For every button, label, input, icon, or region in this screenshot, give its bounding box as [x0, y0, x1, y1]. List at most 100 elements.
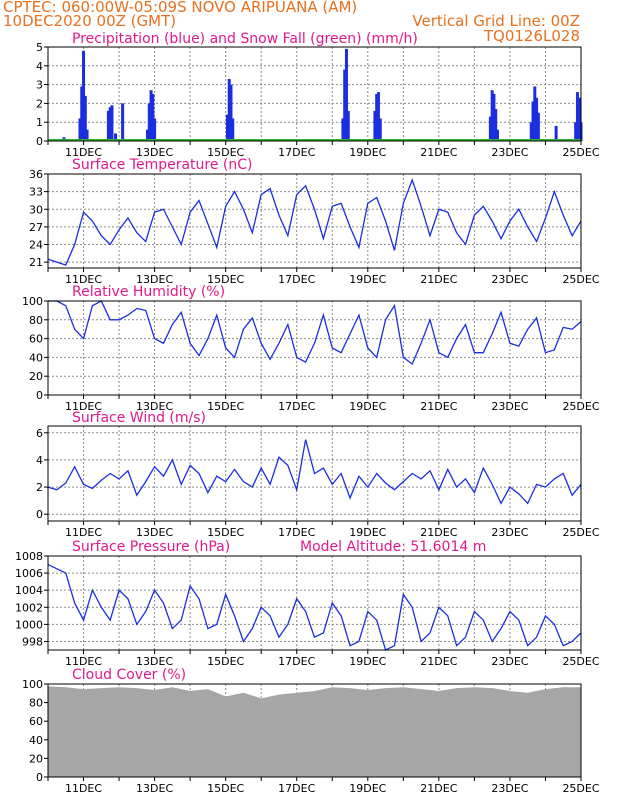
y-tick-label: 1004 — [15, 584, 43, 597]
x-tick-label: 23DEC — [491, 782, 528, 795]
precip-bar — [536, 112, 540, 141]
precip-bar — [229, 84, 233, 141]
y-tick-label: 1002 — [15, 601, 43, 614]
y-tick-label: 80 — [29, 314, 43, 327]
x-tick-label: 25DEC — [562, 273, 599, 286]
panel-title: Relative Humidity (%) — [72, 284, 225, 300]
y-tick-label: 0 — [36, 508, 43, 521]
y-tick-label: 0 — [36, 771, 43, 784]
precip-bar — [535, 97, 539, 141]
y-tick-label: 4 — [36, 60, 43, 73]
y-tick-label: 33 — [29, 186, 43, 199]
x-tick-label: 23DEC — [491, 655, 528, 668]
x-tick-label: 19DEC — [349, 273, 386, 286]
precip-bar — [82, 50, 86, 142]
precip-bar — [83, 95, 87, 141]
panel-3: Surface Wind (m/s) 0 2 4 6 11DEC 13DEC 15DEC 17D… — [36, 410, 600, 539]
precip-bar — [492, 94, 496, 141]
y-tick-label: 5 — [36, 41, 43, 54]
plot-frame — [47, 173, 582, 269]
x-tick-label: 23DEC — [491, 273, 528, 286]
x-tick-label: 15DEC — [207, 273, 244, 286]
y-tick-label: 1 — [36, 116, 43, 129]
panel-annotation: Model Altitude: 51.6014 m — [300, 539, 486, 555]
header-grid-note: Vertical Grid Line: 00Z — [412, 12, 580, 30]
plot-frame — [47, 683, 582, 778]
precip-bar — [80, 86, 84, 141]
x-tick-label: 21DEC — [420, 146, 457, 159]
precip-bar — [529, 122, 533, 141]
precip-bar — [376, 92, 380, 141]
precip-bar — [373, 110, 377, 141]
y-tick-label: 4 — [36, 454, 43, 467]
x-tick-label: 25DEC — [562, 400, 599, 413]
y-tick-label: 3 — [36, 79, 43, 92]
x-tick-label: 19DEC — [349, 782, 386, 795]
precip-bar — [375, 94, 379, 141]
precip-bar — [78, 118, 82, 141]
panel-title: Surface Wind (m/s) — [72, 410, 206, 426]
precip-bar — [574, 122, 578, 141]
panel-title: Surface Temperature (nC) — [72, 157, 253, 173]
y-tick-label: 6 — [36, 427, 43, 440]
x-tick-label: 25DEC — [562, 782, 599, 795]
x-tick-label: 15DEC — [207, 526, 244, 539]
cloud-cover-area — [47, 686, 582, 778]
x-tick-label: 11DEC — [65, 273, 102, 286]
y-tick-label: 0 — [36, 135, 43, 148]
precip-bar — [531, 101, 535, 141]
y-tick-label: 0 — [36, 389, 43, 402]
x-tick-label: 21DEC — [420, 655, 457, 668]
precip-bar — [110, 105, 114, 141]
precip-bar — [147, 103, 151, 141]
panel-title: Precipitation (blue) and Snow Fall (gree… — [72, 31, 418, 47]
x-tick-label: 17DEC — [278, 655, 315, 668]
header-run-time: 10DEC2020 00Z (GMT) — [3, 12, 177, 30]
x-tick-label: 17DEC — [278, 273, 315, 286]
x-tick-label: 11DEC — [65, 526, 102, 539]
precip-bar — [575, 92, 579, 141]
x-tick-label: 11DEC — [65, 146, 102, 159]
x-tick-label: 13DEC — [136, 655, 173, 668]
precip-bar — [346, 110, 350, 141]
series-line — [47, 563, 582, 651]
x-tick-label: 15DEC — [207, 655, 244, 668]
x-tick-label: 23DEC — [491, 400, 528, 413]
x-tick-label: 21DEC — [420, 526, 457, 539]
y-tick-label: 100 — [22, 295, 43, 308]
x-tick-label: 19DEC — [349, 146, 386, 159]
precip-bar — [85, 129, 89, 141]
x-tick-label: 19DEC — [349, 400, 386, 413]
header-station: CPTEC: 060:00W-05:09S NOVO ARIPUANA (AM) — [3, 0, 358, 16]
plot-frame — [47, 425, 582, 522]
x-tick-label: 17DEC — [278, 400, 315, 413]
y-tick-label: 27 — [29, 221, 43, 234]
x-tick-label: 13DEC — [136, 146, 173, 159]
y-tick-label: 60 — [29, 333, 43, 346]
y-tick-label: 1008 — [15, 550, 43, 563]
x-tick-label: 13DEC — [136, 273, 173, 286]
precip-bar — [225, 114, 229, 141]
x-tick-label: 19DEC — [349, 655, 386, 668]
panel-5: Cloud Cover (%) 0 20 40 60 80 100 11DEC 13DEC 15D… — [22, 667, 600, 795]
x-tick-label: 21DEC — [420, 273, 457, 286]
y-tick-label: 60 — [29, 715, 43, 728]
precip-bar — [114, 133, 118, 141]
plot-frame — [47, 300, 582, 396]
series-line — [47, 439, 582, 505]
y-tick-label: 100 — [22, 678, 43, 691]
x-tick-label: 21DEC — [420, 400, 457, 413]
y-tick-label: 30 — [29, 203, 43, 216]
precip-bar — [554, 125, 558, 141]
precip-bar — [344, 48, 348, 141]
panel-4: Surface Pressure (hPa) Model Altitude: 51… — [15, 539, 600, 668]
y-tick-label: 2 — [36, 97, 43, 110]
x-tick-label: 23DEC — [491, 146, 528, 159]
precip-bar — [153, 118, 157, 141]
y-tick-label: 1000 — [15, 618, 43, 631]
x-tick-label: 11DEC — [65, 400, 102, 413]
y-tick-label: 1006 — [15, 567, 43, 580]
x-tick-label: 15DEC — [207, 146, 244, 159]
x-tick-label: 15DEC — [207, 782, 244, 795]
x-tick-label: 25DEC — [562, 655, 599, 668]
